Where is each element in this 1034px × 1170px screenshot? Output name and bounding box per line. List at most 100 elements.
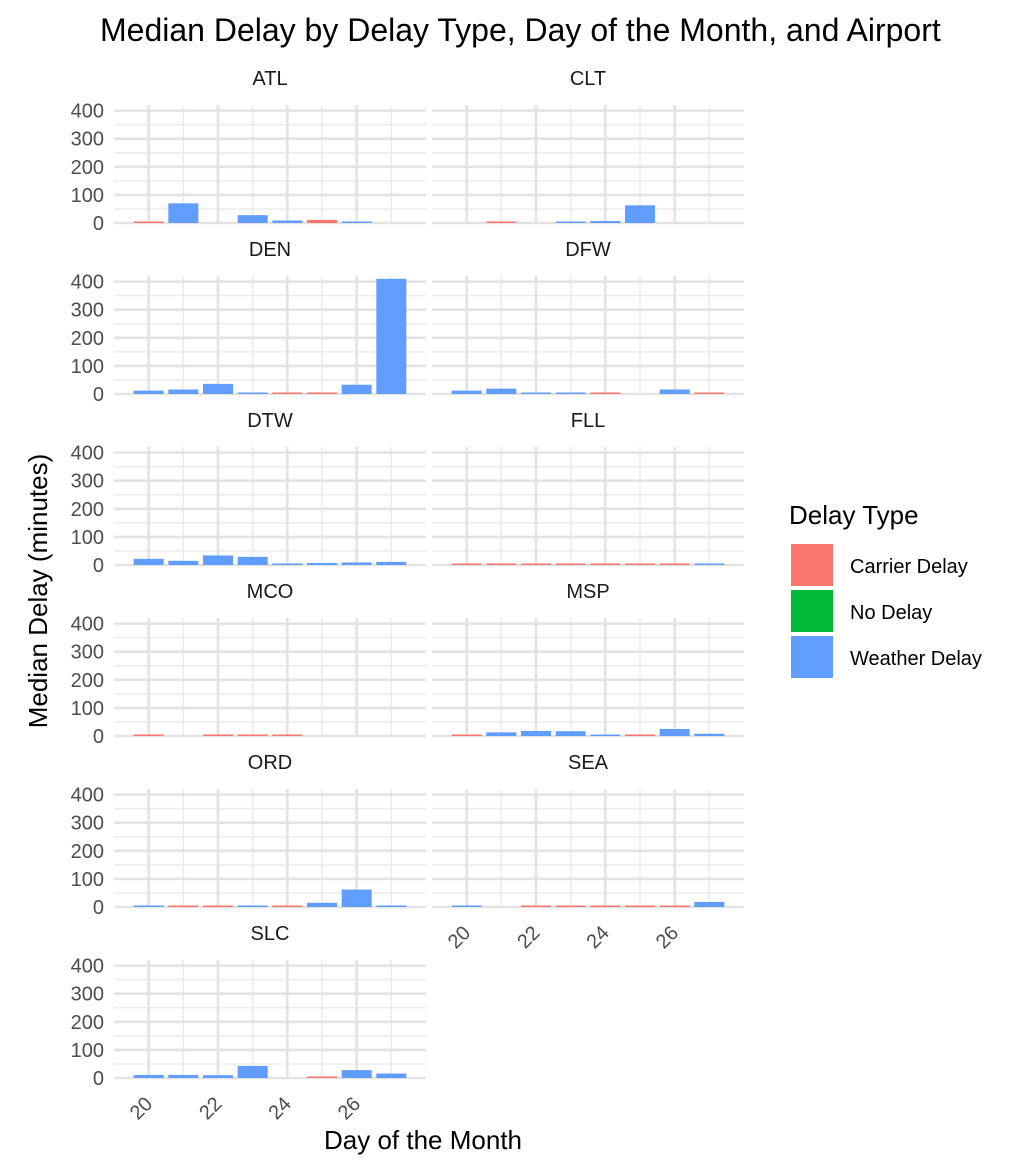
y-tick-label: 300 xyxy=(71,300,104,322)
bar-dfw-20 xyxy=(451,390,482,394)
bar-fll-27 xyxy=(694,563,725,565)
bar-atl-24 xyxy=(272,220,303,223)
bar-dtw-22 xyxy=(203,555,233,565)
panel-atl: ATL 0 100 200 300 400 xyxy=(71,68,426,235)
panel-title-fll: FLL xyxy=(571,410,605,432)
x-tick-label: 20 xyxy=(126,1093,157,1124)
legend: Delay Type Carrier Delay No Delay Weather … xyxy=(789,500,982,678)
x-tick-label: 24 xyxy=(265,1093,296,1124)
bar-den-20 xyxy=(133,390,164,394)
panel-clt: CLT xyxy=(432,68,744,225)
bar-dfw-27 xyxy=(694,392,725,394)
bar-dtw-23 xyxy=(237,556,268,565)
legend-key-no-delay xyxy=(791,590,833,632)
bar-sea-26 xyxy=(659,905,690,907)
y-tick-label: 300 xyxy=(71,813,104,835)
bar-dfw-23 xyxy=(555,392,586,394)
bar-slc-20 xyxy=(133,1074,164,1078)
bar-mco-22 xyxy=(203,734,233,736)
bar-fll-20 xyxy=(451,563,482,565)
panel-den: DEN 0 100 200 300 400 xyxy=(71,239,426,406)
bar-ord-27 xyxy=(376,905,407,907)
x-axis-title: Day of the Month xyxy=(324,1125,522,1155)
y-axis-title: Median Delay (minutes) xyxy=(23,454,53,729)
panel-fll: FLL xyxy=(432,410,744,567)
bar-dfw-22 xyxy=(521,392,551,394)
panel-title-dtw: DTW xyxy=(247,410,293,432)
legend-key-carrier-delay xyxy=(791,544,833,586)
bar-mco-23 xyxy=(237,734,268,736)
panel-title-clt: CLT xyxy=(570,68,606,90)
y-tick-label: 400 xyxy=(71,614,104,636)
panel-mco: MCO 0 100 200 300 400 xyxy=(71,581,426,748)
bar-dfw-26 xyxy=(659,389,690,394)
bar-atl-26 xyxy=(341,221,372,223)
bar-den-24 xyxy=(272,392,303,394)
y-tick-label: 300 xyxy=(71,471,104,493)
bar-den-27 xyxy=(376,278,407,394)
bar-msp-27 xyxy=(694,733,725,736)
bar-sea-24 xyxy=(590,905,621,907)
y-tick-label: 200 xyxy=(71,499,104,521)
panel-sea: SEA 20 22 24 26 xyxy=(432,752,744,953)
y-tick-label: 400 xyxy=(71,785,104,807)
x-tick-label: 22 xyxy=(195,1093,226,1124)
y-tick-label: 300 xyxy=(71,984,104,1006)
bar-msp-25 xyxy=(625,734,655,736)
bar-clt-25 xyxy=(625,205,655,223)
y-tick-label: 0 xyxy=(93,555,104,577)
y-tick-label: 0 xyxy=(93,384,104,406)
bar-slc-22 xyxy=(203,1075,233,1078)
bar-clt-23 xyxy=(555,221,586,223)
y-tick-label: 0 xyxy=(93,213,104,235)
panel-title-mco: MCO xyxy=(247,581,294,603)
panel-slc: SLC 0 100 200 300 400 20 22 24 26 xyxy=(71,923,426,1124)
bar-ord-23 xyxy=(237,905,268,907)
y-tick-label: 300 xyxy=(71,129,104,151)
bar-msp-22 xyxy=(521,730,551,736)
panel-title-slc: SLC xyxy=(251,923,290,945)
x-tick-label: 20 xyxy=(444,922,475,953)
bar-den-26 xyxy=(341,384,372,394)
bar-atl-20 xyxy=(133,221,164,223)
bar-sea-20 xyxy=(451,905,482,907)
bar-ord-21 xyxy=(168,905,199,907)
bar-ord-25 xyxy=(307,902,337,907)
bar-dfw-24 xyxy=(590,392,621,394)
panel-title-ord: ORD xyxy=(248,752,292,774)
bar-ord-26 xyxy=(341,889,372,907)
x-tick-label: 26 xyxy=(652,922,683,953)
bar-atl-25 xyxy=(307,219,337,223)
x-tick-label: 22 xyxy=(513,922,544,953)
bar-fll-24 xyxy=(590,563,621,565)
bar-msp-20 xyxy=(451,734,482,736)
y-tick-label: 200 xyxy=(71,670,104,692)
bar-msp-26 xyxy=(659,728,690,736)
bar-fll-22 xyxy=(521,563,551,565)
bar-sea-25 xyxy=(625,905,655,907)
bar-den-23 xyxy=(237,392,268,394)
bar-sea-27 xyxy=(694,901,725,907)
bar-fll-26 xyxy=(659,563,690,565)
panel-title-dfw: DFW xyxy=(565,239,611,261)
bar-atl-21 xyxy=(168,203,199,223)
y-tick-label: 0 xyxy=(93,897,104,919)
y-tick-label: 200 xyxy=(71,157,104,179)
bar-msp-24 xyxy=(590,734,621,736)
y-tick-label: 400 xyxy=(71,956,104,978)
legend-label-weather-delay: Weather Delay xyxy=(850,648,982,670)
panel-dtw: DTW 0 100 200 300 400 xyxy=(71,410,426,577)
x-tick-label: 26 xyxy=(334,1093,365,1124)
y-tick-label: 200 xyxy=(71,1012,104,1034)
bar-slc-21 xyxy=(168,1074,199,1078)
y-tick-label: 200 xyxy=(71,841,104,863)
y-tick-label: 100 xyxy=(71,869,104,891)
bar-dtw-26 xyxy=(341,562,372,565)
bar-dtw-20 xyxy=(133,558,164,565)
panel-ord: ORD 0 100 200 300 400 xyxy=(71,752,426,919)
bar-dtw-25 xyxy=(307,563,337,565)
bar-fll-23 xyxy=(555,563,586,565)
bar-den-22 xyxy=(203,383,233,394)
bar-den-21 xyxy=(168,389,199,394)
